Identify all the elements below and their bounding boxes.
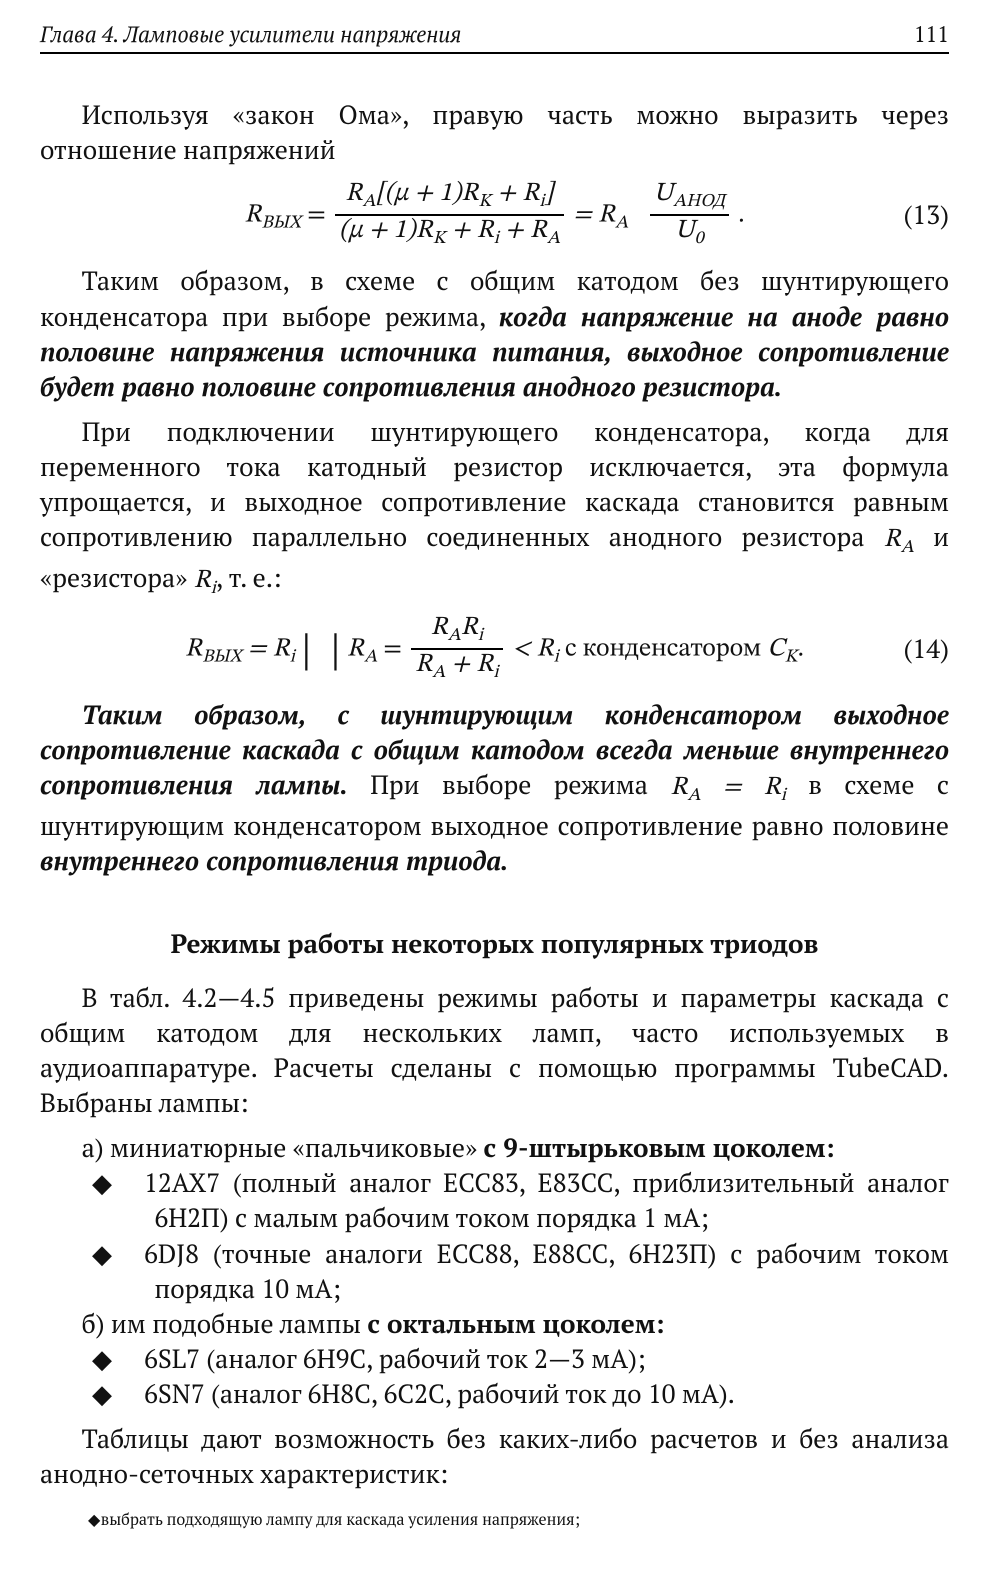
equation-14: RВЫХ = Ri | | RA = RARi RA + Ri < Ri с к… bbox=[40, 614, 949, 684]
paragraph-3: При подключении шунтирующего конденсатор… bbox=[40, 415, 949, 602]
list-a-head: а) миниатюрные «пальчиковые» с 9-штырько… bbox=[40, 1131, 949, 1166]
paragraph-6: Таблицы дают возможность без каких-либо … bbox=[40, 1422, 949, 1492]
subheading: Режимы работы некоторых популярных триод… bbox=[40, 927, 949, 961]
tube-list: а) миниатюрные «пальчиковые» с 9-штырько… bbox=[40, 1131, 949, 1412]
paragraph-2: Таким образом, в схеме с общим катодом б… bbox=[40, 264, 949, 404]
bullet-icon: ◆ bbox=[88, 1508, 101, 1530]
eq14-number: (14) bbox=[903, 632, 949, 666]
bullet-icon: ◆ bbox=[123, 1166, 144, 1201]
eq13-number: (13) bbox=[903, 198, 949, 232]
list-item: ◆6SL7 (аналог 6Н9С, рабочий ток 2—3 мА); bbox=[40, 1342, 949, 1377]
paragraph-5: В табл. 4.2—4.5 приведены режимы работы … bbox=[40, 981, 949, 1121]
bullet-icon: ◆ bbox=[123, 1377, 144, 1412]
running-head: Глава 4. Ламповые усилители напряжения 1… bbox=[40, 20, 949, 54]
equation-13: RВЫХ = RA[(μ + 1)RK + Ri] (μ + 1)RK + Ri… bbox=[40, 180, 949, 250]
page: Глава 4. Ламповые усилители напряжения 1… bbox=[0, 0, 989, 1586]
eq13-expr: RВЫХ = RA[(μ + 1)RK + Ri] (μ + 1)RK + Ri… bbox=[244, 180, 744, 250]
list-item: ◆6DJ8 (точные аналоги ECC88, E88CC, 6Н23… bbox=[40, 1237, 949, 1307]
list-item: ◆12AX7 (полный аналог ECC83, E83CC, приб… bbox=[40, 1166, 949, 1236]
page-number: 111 bbox=[914, 20, 949, 49]
chapter-title: Глава 4. Ламповые усилители напряжения bbox=[40, 20, 461, 49]
list-b-head: б) им подобные лампы с октальным цоколем… bbox=[40, 1307, 949, 1342]
paragraph-4: Таким образом, с шунтирующим конденсатор… bbox=[40, 698, 949, 879]
bullet-icon: ◆ bbox=[123, 1237, 144, 1272]
eq14-expr: RВЫХ = Ri | | RA = RARi RA + Ri < Ri с к… bbox=[185, 614, 804, 684]
list-item: ◆6SN7 (аналог 6Н8С, 6С2С, рабочий ток до… bbox=[40, 1377, 949, 1412]
bullet-icon: ◆ bbox=[123, 1342, 144, 1377]
paragraph-1: Используя «закон Ома», правую часть можн… bbox=[40, 98, 949, 168]
list-item: ◆выбрать подходящую лампу для каскада ус… bbox=[40, 1508, 949, 1530]
